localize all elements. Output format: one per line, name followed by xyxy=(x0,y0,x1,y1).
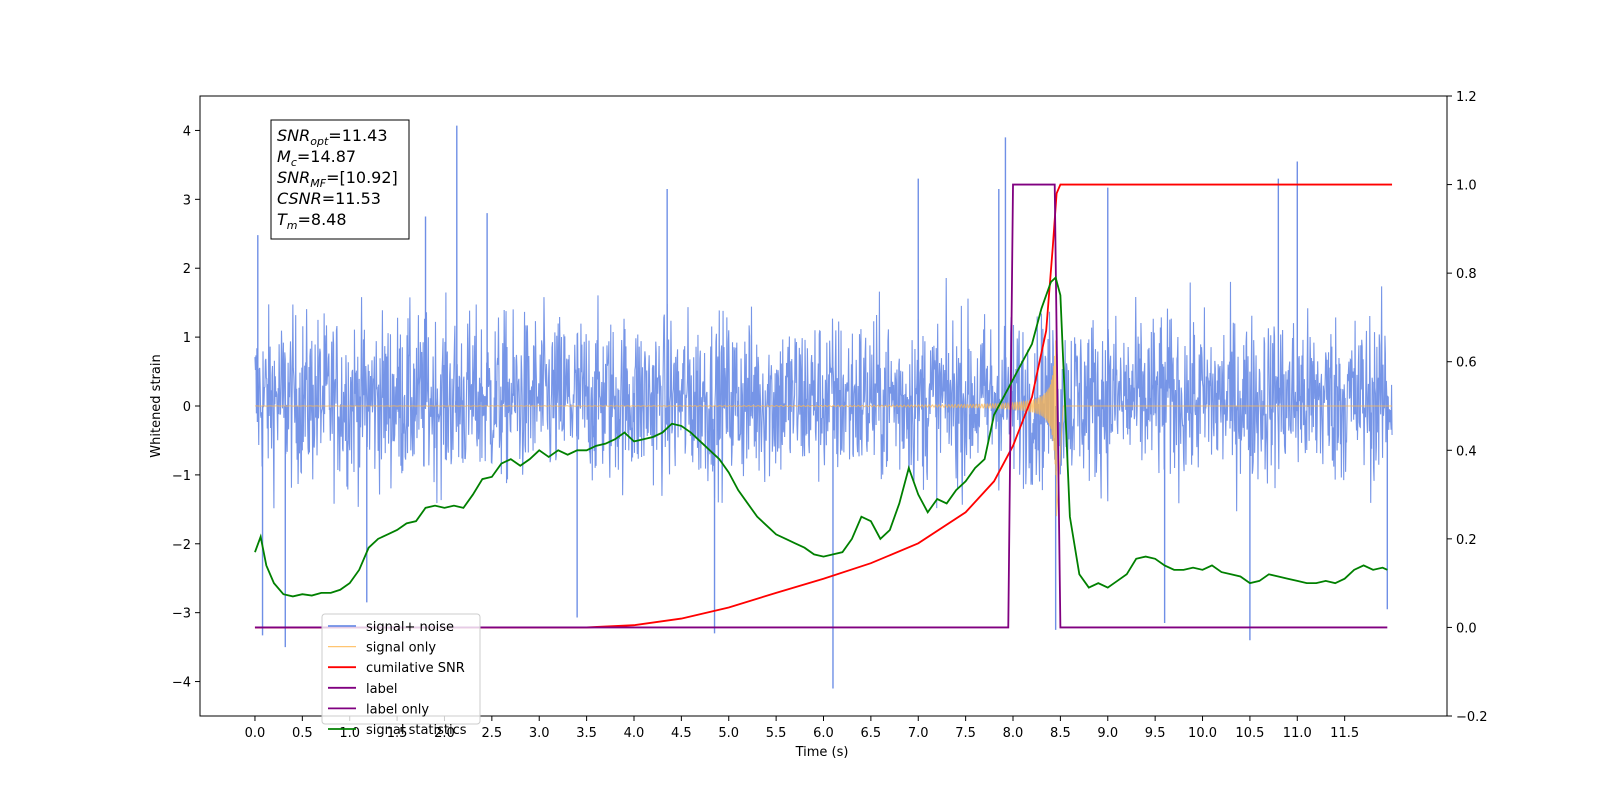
stats-subscript: c xyxy=(291,156,297,169)
stats-subscript: m xyxy=(287,219,298,232)
legend-frame xyxy=(321,613,481,725)
y-tick-label: −2 xyxy=(172,538,191,553)
series-signal-statistics xyxy=(254,275,1388,598)
stats-line: Mc=14.87 xyxy=(277,147,356,169)
y-tick-label: −4 xyxy=(172,676,191,691)
signal-statistics-line xyxy=(254,275,1388,598)
legend-label: cumilative SNR xyxy=(366,661,465,676)
x-tick-label: 5.0 xyxy=(718,726,739,741)
y-tick-label: −3 xyxy=(172,607,191,622)
legend-label: label xyxy=(366,682,397,697)
x-tick-label: 6.0 xyxy=(813,726,834,741)
y2-tick-label: 0.0 xyxy=(1456,621,1477,636)
cumulative-snr-line xyxy=(254,183,1393,629)
x-tick-label: 8.5 xyxy=(1050,726,1071,741)
x-tick-label: 7.0 xyxy=(908,726,929,741)
y2-tick-label: 0.4 xyxy=(1456,444,1477,459)
x-tick-label: 3.5 xyxy=(576,726,597,741)
y-axis-title: Whitened strain xyxy=(149,354,164,457)
stats-line: SNRMF=[10.92] xyxy=(277,168,398,190)
x-tick-label: 0.5 xyxy=(292,726,313,741)
series-signal-noise xyxy=(254,125,1393,689)
stats-symbol: M xyxy=(277,147,291,166)
x-tick-label: 11.0 xyxy=(1283,726,1312,741)
x-tick-label: 4.0 xyxy=(624,726,645,741)
y2-tick-label: 1.0 xyxy=(1456,179,1477,194)
stats-symbol: SNR xyxy=(277,168,310,187)
x-tick-label: 9.0 xyxy=(1097,726,1118,741)
x-tick-label: 5.5 xyxy=(766,726,787,741)
x-tick-label: 4.5 xyxy=(671,726,692,741)
series-label xyxy=(254,183,1388,629)
signal-only-trace xyxy=(254,313,1393,517)
x-tick-label: 10.5 xyxy=(1235,726,1264,741)
x-tick-label: 7.5 xyxy=(955,726,976,741)
y2-tick-label: 0.8 xyxy=(1456,267,1477,282)
stats-value: =11.53 xyxy=(322,189,381,208)
series-signal-only xyxy=(254,313,1393,517)
stats-value: =8.48 xyxy=(298,210,347,229)
stats-value: =14.87 xyxy=(297,147,356,166)
stats-line: Tm=8.48 xyxy=(277,210,347,232)
label-line xyxy=(254,183,1388,629)
y-tick-label: 2 xyxy=(183,262,191,277)
legend-label: label only xyxy=(366,702,429,717)
stats-symbol: CSNR xyxy=(277,189,322,208)
stats-line: SNRopt=11.43 xyxy=(277,126,388,148)
y2-tick-label: 0.2 xyxy=(1456,533,1477,548)
x-tick-label: 11.5 xyxy=(1330,726,1359,741)
stats-subscript: MF xyxy=(310,177,326,190)
plot-series-layer xyxy=(254,125,1393,689)
y-tick-label: 1 xyxy=(183,331,191,346)
y2-tick-label: 1.2 xyxy=(1456,90,1477,105)
signal-noise-trace xyxy=(254,278,1393,512)
stats-box-frame xyxy=(270,119,410,240)
y-axis-left: −4 −3 −2 −1 0 1 2 3 4 xyxy=(172,124,200,691)
x-tick-label: 1.5 xyxy=(387,726,408,741)
y2-tick-label: 0.6 xyxy=(1456,356,1477,371)
x-tick-label: 10.0 xyxy=(1188,726,1217,741)
legend-label: signal+ noise xyxy=(366,620,454,635)
stats-symbol: T xyxy=(277,210,288,229)
x-tick-label: 6.5 xyxy=(861,726,882,741)
stats-symbol: SNR xyxy=(277,126,310,145)
x-tick-label: 8.0 xyxy=(1003,726,1024,741)
series-cumulative-snr xyxy=(254,183,1393,629)
y-tick-label: 4 xyxy=(183,124,191,139)
stats-annotation-box: SNRopt=11.43Mc=14.87SNRMF=[10.92]CSNR=11… xyxy=(270,119,410,240)
x-tick-label: 3.0 xyxy=(529,726,550,741)
x-tick-label: 2.5 xyxy=(482,726,503,741)
legend: signal+ noise signal only cumilative SNR la… xyxy=(321,613,481,738)
y-axis-right: −0.2 0.0 0.2 0.4 0.6 0.8 1.0 1.2 xyxy=(1447,90,1488,725)
legend-label: signal statistics xyxy=(366,723,467,738)
stats-subscript: opt xyxy=(310,135,329,148)
x-tick-label: 2.0 xyxy=(434,726,455,741)
x-axis: 0.0 0.5 1.0 1.5 2.0 2.5 3.0 3.5 4.0 4.5 5.0 5.5 6.0 6… xyxy=(245,716,1359,741)
legend-label: signal only xyxy=(366,641,436,656)
x-tick-label: 9.5 xyxy=(1145,726,1166,741)
x-tick-label: 0.0 xyxy=(245,726,266,741)
stats-value: =11.43 xyxy=(328,126,387,145)
y-tick-label: 3 xyxy=(183,193,191,208)
y-tick-label: −1 xyxy=(172,469,191,484)
stats-line: CSNR=11.53 xyxy=(277,189,381,208)
stats-value: =[10.92] xyxy=(326,168,398,187)
y-tick-label: 0 xyxy=(183,400,191,415)
x-axis-title: Time (s) xyxy=(795,745,849,760)
y2-tick-label: −0.2 xyxy=(1456,710,1488,725)
